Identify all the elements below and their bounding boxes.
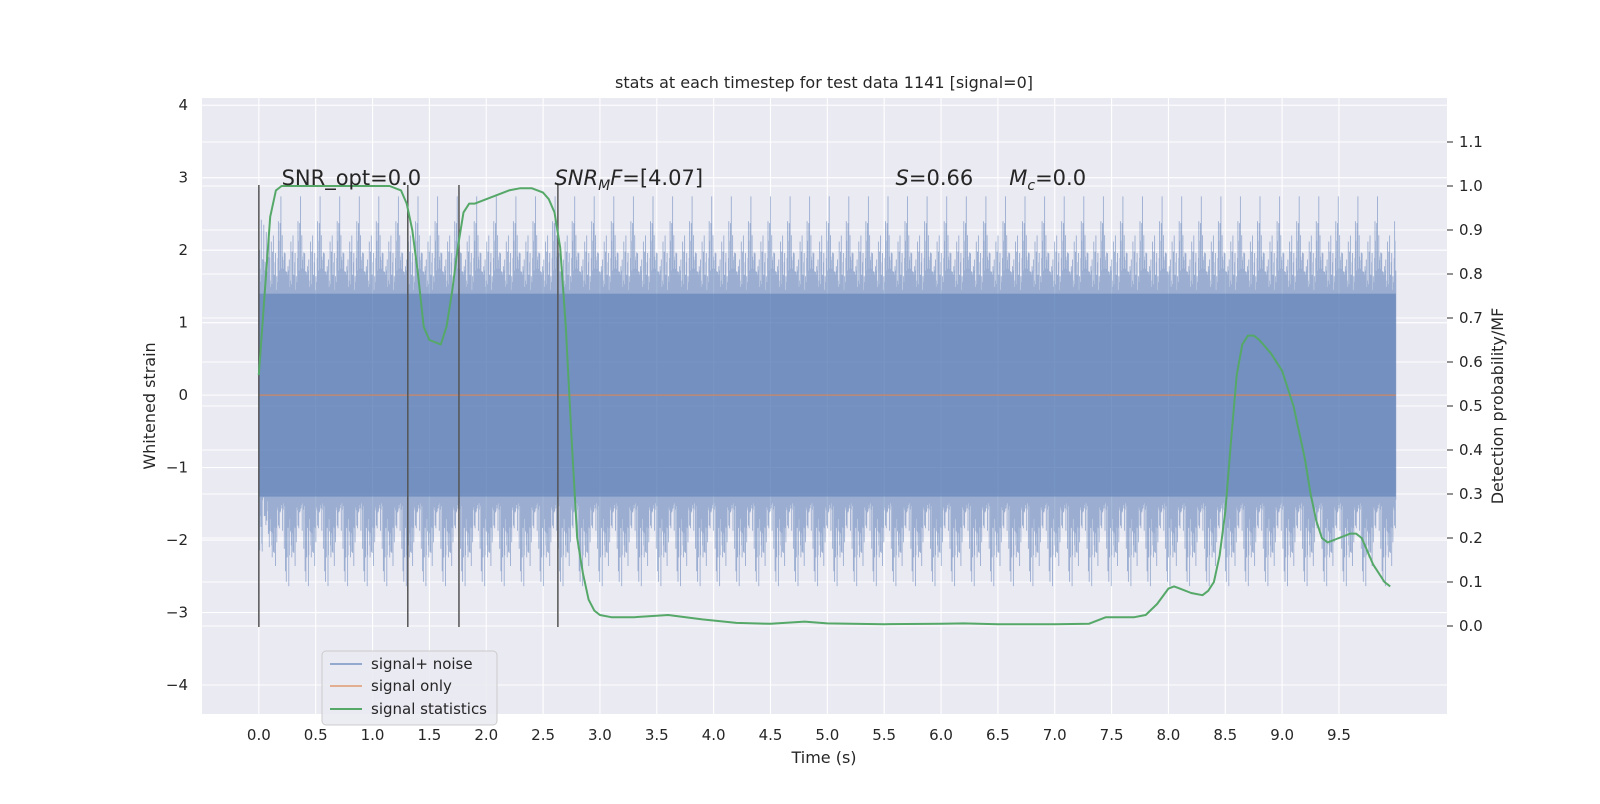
chart-title: stats at each timestep for test data 114… [615,73,1033,92]
x-tick-label: 3.5 [645,726,669,744]
y-tick-label-left: −4 [166,676,188,694]
y-tick-label-left: 0 [178,386,188,404]
x-tick-label: 7.0 [1043,726,1067,744]
x-tick-label: 4.0 [702,726,726,744]
x-tick-label: 7.5 [1100,726,1124,744]
y-axis-label-right: Detection probability/MF [1488,308,1507,505]
y-tick-label-right: 1.0 [1459,177,1483,195]
x-tick-label: 1.5 [417,726,441,744]
y-tick-label-right: 0.8 [1459,265,1483,283]
vertical-markers [258,184,559,628]
y-tick-label-right: 0.3 [1459,485,1483,503]
annotation-snr-opt: SNR_opt=0.0 [282,166,422,191]
y-tick-label-right: 0.6 [1459,353,1483,371]
annotation-snr-mf: SNRMF=[4.07] [554,166,703,194]
y-tick-label-left: −2 [166,531,188,549]
x-tick-label: 3.0 [588,726,612,744]
x-tick-label: 8.0 [1157,726,1181,744]
x-tick-label: 5.0 [815,726,839,744]
series-signal-statistics [257,185,1391,626]
y-tick-label-left: −1 [166,459,188,477]
y-tick-label-right: 0.9 [1459,221,1483,239]
legend-label-signal-noise: signal+ noise [371,655,473,673]
y-tick-label-right: 0.2 [1459,529,1483,547]
y-tick-label-right: 0.1 [1459,573,1483,591]
x-tick-label: 4.5 [759,726,783,744]
x-tick-label: 0.5 [304,726,328,744]
y-tick-label-right: 0.7 [1459,309,1483,327]
y-axis-label-left: Whitened strain [140,342,159,469]
y-tick-label-left: 2 [178,241,188,259]
x-tick-label: 2.0 [474,726,498,744]
y-tick-label-left: 1 [178,314,188,332]
y-tick-label-right: 0.5 [1459,397,1483,415]
axes: 0.0 0.5 1.0 1.5 2.0 2.5 3.0 3.5 4.0 4.5 5.0 5.5 6.0 6… [166,96,1483,744]
y-tick-label-left: −3 [166,604,188,622]
y-tick-label-left: 3 [178,169,188,187]
annotations: SNR_opt=0.0 SNRMF=[4.07] S=0.66 Mc=0.0 [282,166,1086,194]
signal-statistics-line [257,185,1391,626]
x-tick-label: 1.0 [361,726,385,744]
legend-label-signal-statistics: signal statistics [371,700,487,718]
annotation-mc-value: Mc=0.0 [1009,166,1086,194]
x-tick-label: 9.5 [1327,726,1351,744]
x-tick-label: 0.0 [247,726,271,744]
legend-label-signal-only: signal only [371,677,452,695]
annotation-s-value: S=0.66 [896,166,974,190]
x-tick-label: 6.5 [986,726,1010,744]
x-tick-label: 8.5 [1213,726,1237,744]
y-tick-label-right: 0.4 [1459,441,1483,459]
y-tick-label-left: 4 [178,96,188,114]
x-axis-label: Time (s) [790,748,856,767]
legend-box [321,650,498,726]
x-tick-label: 2.5 [531,726,555,744]
x-tick-label: 6.0 [929,726,953,744]
legend: signal+ noise signal only signal statist… [321,650,498,726]
y-tick-label-right: 1.1 [1459,133,1483,151]
x-tick-label: 5.5 [872,726,896,744]
x-tick-label: 9.0 [1270,726,1294,744]
y-tick-label-right: 0.0 [1459,617,1483,635]
